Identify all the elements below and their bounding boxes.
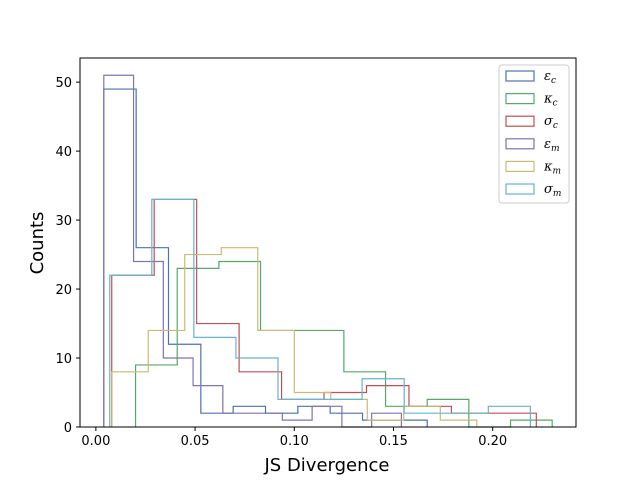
- series-1-histogram-step: [103, 88, 428, 427]
- legend-item: κc: [505, 92, 558, 109]
- legend-label: κm: [543, 159, 561, 176]
- y-tick-label: 20: [55, 283, 72, 298]
- y-tick-label: 0: [64, 421, 72, 436]
- y-tick-label: 30: [55, 214, 72, 229]
- series-5-histogram-step: [111, 247, 478, 427]
- y-tick-label: 10: [55, 352, 72, 367]
- x-axis-ticks: 0.00 0.05 0.10 0.15 0.20: [81, 427, 507, 449]
- x-tick-label: 0.20: [478, 434, 507, 449]
- y-tick-label: 40: [55, 145, 72, 160]
- legend-label: εc: [544, 69, 556, 86]
- legend-swatch: [505, 160, 535, 172]
- legend-swatch: [505, 115, 535, 127]
- legend-swatch: [505, 183, 535, 195]
- y-axis-label: Counts: [27, 212, 48, 275]
- x-axis-label: JS Divergence: [263, 455, 389, 476]
- x-tick-label: 0.10: [280, 434, 309, 449]
- series-6-histogram-step: [109, 198, 531, 427]
- legend-swatch: [505, 92, 535, 105]
- x-tick-label: 0.05: [181, 434, 210, 449]
- y-axis-ticks: 0 10 20 30 40 50: [55, 76, 80, 436]
- legend-item: σc: [505, 114, 558, 131]
- x-tick-label: 0.15: [379, 434, 408, 449]
- legend-item: εc: [505, 69, 556, 86]
- axes-frame: [79, 57, 577, 428]
- legend-swatch: [505, 138, 535, 150]
- legend-swatch: [505, 70, 535, 82]
- legend-label: εm: [544, 137, 560, 154]
- legend-label: σm: [544, 182, 561, 199]
- legend: εc κc σc εm κm σm: [498, 64, 570, 204]
- legend-item: εm: [505, 137, 560, 154]
- legend-box: [498, 64, 570, 204]
- y-tick-label: 50: [55, 76, 72, 91]
- plot-area: 0.00 0.05 0.10 0.15 0.20 0 10 20 30 40 50: [55, 57, 577, 449]
- legend-items: εc κc σc εm κm σm: [505, 69, 561, 199]
- legend-item: σm: [505, 182, 561, 199]
- legend-label: σc: [544, 114, 558, 131]
- x-tick-label: 0.00: [81, 434, 110, 449]
- legend-label: κc: [543, 92, 558, 109]
- legend-item: κm: [505, 159, 561, 176]
